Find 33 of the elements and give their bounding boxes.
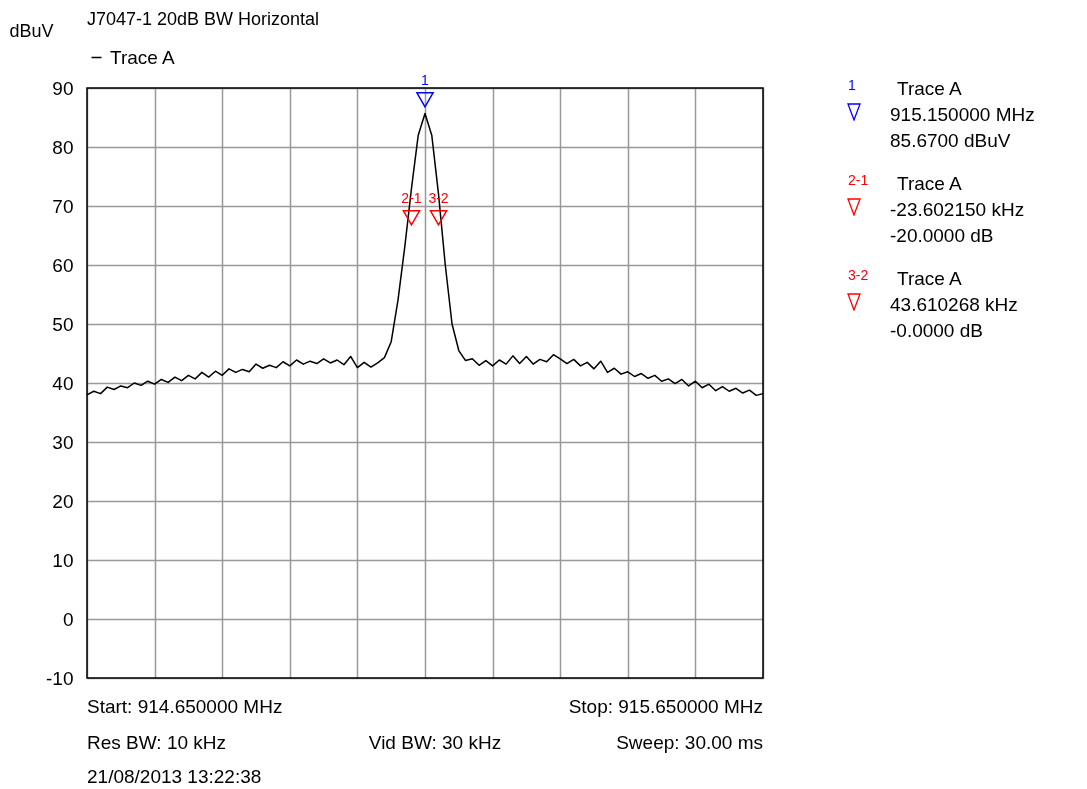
- text: Vid BW: 30 kHz: [368, 732, 502, 754]
- text: 1: [848, 77, 856, 93]
- text: 2-1: [848, 172, 869, 188]
- y-tick-label: 20: [52, 490, 74, 512]
- y-tick-label: 30: [52, 431, 74, 453]
- y-tick-label: 10: [52, 549, 74, 571]
- text: 3-2: [848, 267, 869, 283]
- text: Stop: 915.650000 MHz: [568, 696, 763, 718]
- text: 915.150000 MHz: [890, 104, 1035, 126]
- series-label: 1: [421, 71, 430, 88]
- y-axis-title: dBuV: [9, 20, 54, 41]
- text: 43.610268 kHz: [890, 294, 1018, 316]
- y-tick-label: -10: [46, 667, 74, 689]
- y-tick-label: 80: [52, 136, 74, 158]
- text: -23.602150 kHz: [890, 199, 1025, 221]
- text: -20.0000 dB: [890, 225, 994, 247]
- text: 85.6700 dBuV: [890, 130, 1011, 152]
- text: Trace A: [897, 268, 962, 290]
- y-tick-label: 0: [62, 608, 74, 630]
- text: 21/08/2013 13:22:38: [87, 766, 262, 788]
- text: Trace A: [897, 173, 962, 195]
- text: Res BW: 10 kHz: [87, 732, 227, 754]
- y-tick-label: 50: [52, 313, 74, 335]
- chart-title: J7047-1 20dB BW Horizontal: [87, 8, 320, 30]
- y-tick-label: 90: [52, 77, 74, 99]
- text: Trace A: [897, 78, 962, 100]
- text: Start: 914.650000 MHz: [87, 696, 283, 718]
- legend-label: Trace A: [110, 46, 176, 68]
- text: Sweep: 30.00 ms: [616, 732, 763, 754]
- y-tick-label: 70: [52, 195, 74, 217]
- y-tick-label: 40: [52, 372, 74, 394]
- y-tick-label: 60: [52, 254, 74, 276]
- text: -0.0000 dB: [890, 320, 983, 342]
